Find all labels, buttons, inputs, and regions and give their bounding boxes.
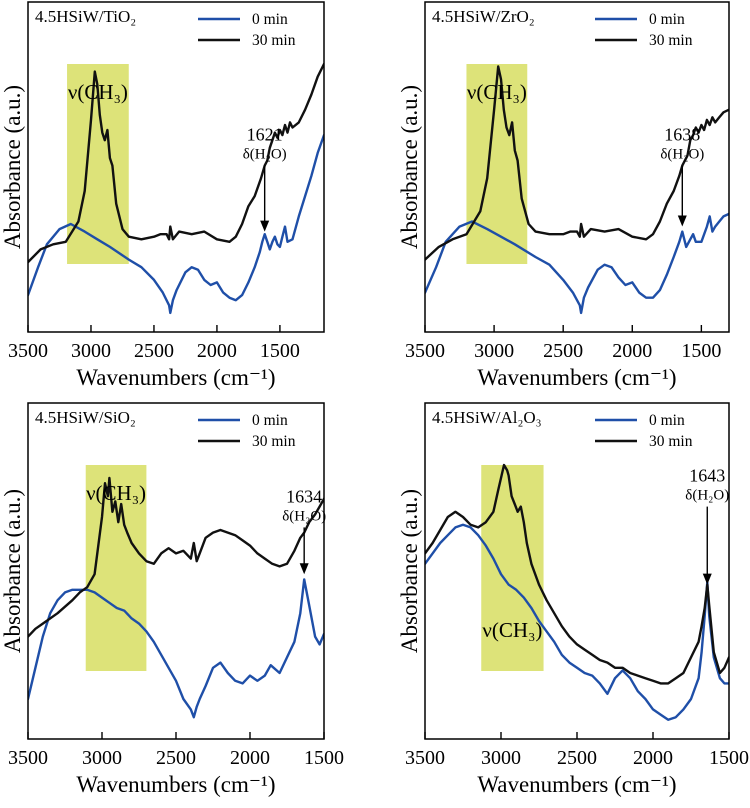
x-tick-label: 3500 [8, 340, 48, 362]
x-tick-label: 2500 [134, 340, 174, 362]
series-0min-line [28, 133, 324, 315]
legend-label-0min: 0 min [252, 11, 288, 28]
y-axis-title: Absorbance (a.u.) [397, 85, 422, 249]
x-axis-title: Wavenumbers (cm⁻¹) [477, 365, 676, 390]
series-0min-line [425, 212, 729, 315]
x-axis-title: Wavenumbers (cm⁻¹) [76, 772, 275, 797]
peak-arrow-head [702, 573, 712, 585]
legend-label-30min: 30 min [649, 433, 693, 450]
chart-panel-4: 3500 3000 2500 2000 1500 Wavenumbers (cm⁻¹) Ab… [397, 402, 749, 797]
peak-wavenumber-label: 1643 [689, 466, 725, 486]
peak-assignment-label: δ(H₂O) [660, 147, 704, 163]
series-30min-line [28, 476, 324, 638]
x-tick-label: 3000 [82, 747, 122, 769]
y-axis-title: Absorbance (a.u.) [397, 489, 422, 653]
peak-assignment-label: δ(H₂O) [685, 488, 729, 504]
legend-label-30min: 30 min [252, 32, 296, 49]
series-30min-line [28, 62, 324, 264]
x-axis-title: Wavenumbers (cm⁻¹) [76, 365, 275, 390]
peak-arrow-head [299, 563, 309, 575]
panel-title: 4.5HSiW/Al₂O₃ [432, 408, 542, 427]
ch3-band-label: ν(CH₃) [86, 481, 146, 505]
x-tick-label: 3000 [481, 747, 521, 769]
y-axis-title: Absorbance (a.u.) [0, 489, 25, 653]
legend-label-30min: 30 min [252, 433, 296, 450]
x-tick-label: 1500 [260, 340, 300, 362]
peak-assignment-label: δ(H₂O) [282, 508, 326, 524]
plot-frame [424, 1, 730, 333]
legend-label-0min: 0 min [252, 412, 288, 429]
x-tick-label: 3500 [405, 340, 445, 362]
x-tick-label: 2000 [612, 340, 652, 362]
x-tick-label: 3500 [8, 747, 48, 769]
series-30min-line [425, 463, 729, 685]
panel-title: 4.5HSiW/TiO₂ [35, 7, 136, 26]
panel-title: 4.5HSiW/ZrO₂ [432, 7, 535, 26]
legend-label-0min: 0 min [649, 11, 685, 28]
x-tick-label: 3000 [71, 340, 111, 362]
series-0min-line [425, 523, 729, 721]
ch3-band-label: ν(CH₃) [467, 80, 527, 104]
x-tick-label: 3500 [405, 747, 445, 769]
x-tick-label: 3000 [474, 340, 514, 362]
peak-arrow-head [260, 220, 270, 232]
plot-frame [424, 402, 730, 740]
ch3-band-label: ν(CH₃) [482, 618, 542, 642]
x-tick-label: 2500 [543, 340, 583, 362]
x-tick-label: 1500 [709, 747, 749, 769]
peak-wavenumber-label: 1621 [247, 125, 283, 145]
plot-frame [27, 1, 325, 333]
x-tick-label: 2500 [156, 747, 196, 769]
x-tick-label: 2500 [557, 747, 597, 769]
chart-panel-1: 3500 3000 2500 2000 1500 Wavenumbers (cm⁻¹) Ab… [0, 1, 325, 390]
series-30min-line [425, 65, 729, 261]
peak-wavenumber-label: 1638 [664, 125, 700, 145]
plot-frame [27, 402, 325, 740]
x-tick-label: 1500 [304, 747, 344, 769]
y-axis-title: Absorbance (a.u.) [0, 85, 25, 249]
x-tick-label: 1500 [681, 340, 721, 362]
chart-panel-3: 3500 3000 2500 2000 1500 Wavenumbers (cm⁻¹) Ab… [0, 402, 344, 797]
x-tick-label: 2000 [197, 340, 237, 362]
peak-assignment-label: δ(H₂O) [243, 147, 287, 163]
ch3-band-label: ν(CH₃) [68, 80, 128, 104]
legend-label-0min: 0 min [649, 412, 685, 429]
panel-title: 4.5HSiW/SiO₂ [35, 408, 136, 427]
x-tick-label: 2000 [633, 747, 673, 769]
x-tick-label: 2000 [230, 747, 270, 769]
peak-wavenumber-label: 1634 [286, 486, 322, 506]
x-axis-title: Wavenumbers (cm⁻¹) [477, 772, 676, 797]
legend-label-30min: 30 min [649, 32, 693, 49]
peak-arrow-head [677, 215, 687, 227]
